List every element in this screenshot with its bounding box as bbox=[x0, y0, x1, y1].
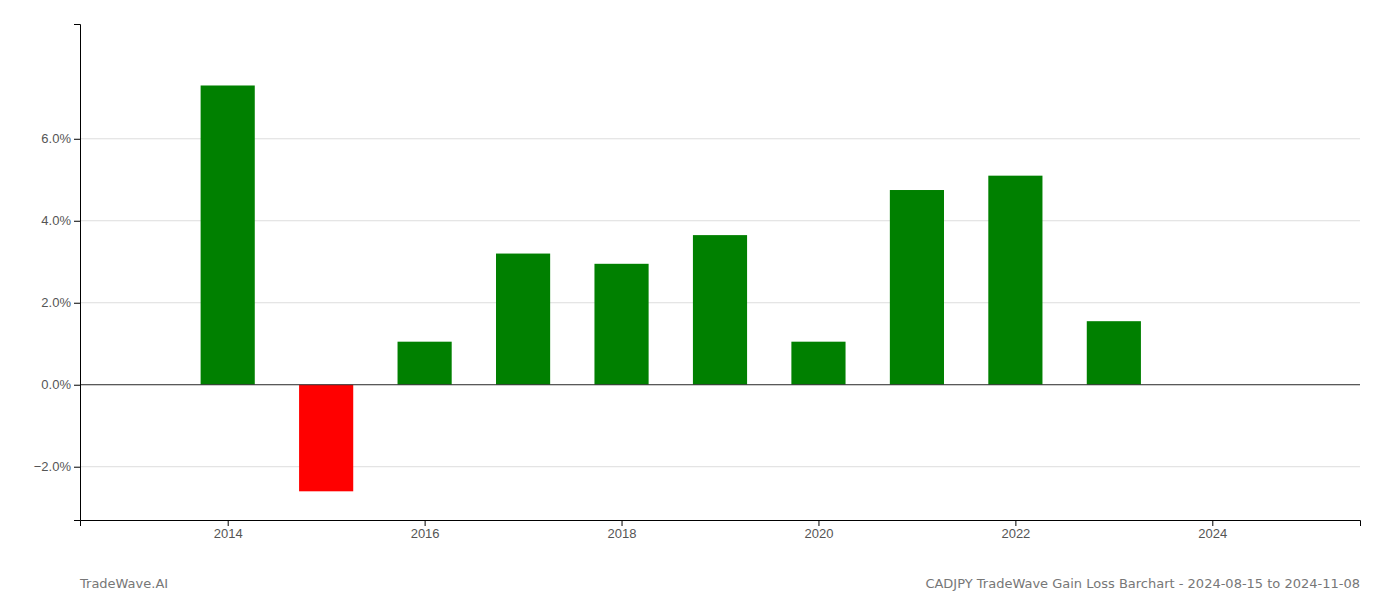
y-tick-label: −2.0% bbox=[34, 459, 72, 474]
x-tick-label: 2014 bbox=[214, 526, 243, 541]
chart: 2014 2016 2018 2020 2022 2024 −2.0% 0.0% 2.0% 4.0… bbox=[0, 0, 1400, 600]
bar bbox=[201, 85, 255, 384]
y-tick-label: 4.0% bbox=[41, 213, 71, 228]
x-tick-label: 2022 bbox=[1001, 526, 1030, 541]
y-tick-label: 6.0% bbox=[41, 131, 71, 146]
x-tick-mark bbox=[425, 520, 426, 526]
x-tick: 2024 bbox=[1198, 520, 1227, 541]
y-tick: 4.0% bbox=[41, 213, 80, 228]
y-tick-mark bbox=[74, 139, 80, 140]
y-tick-mark bbox=[74, 385, 80, 386]
x-tick-label: 2024 bbox=[1198, 526, 1227, 541]
y-tick-label: 2.0% bbox=[41, 295, 71, 310]
y-axis: −2.0% 0.0% 2.0% 4.0% 6.0% bbox=[34, 25, 81, 521]
y-axis-line bbox=[74, 25, 81, 521]
y-tick-mark bbox=[74, 221, 80, 222]
x-axis: 2014 2016 2018 2020 2022 2024 bbox=[81, 520, 1361, 541]
grid-line bbox=[80, 384, 1360, 385]
y-tick: 0.0% bbox=[41, 377, 80, 392]
bar bbox=[791, 342, 845, 385]
y-tick-mark bbox=[74, 303, 80, 304]
x-tick-mark bbox=[1212, 520, 1213, 526]
bar bbox=[594, 264, 648, 385]
bar bbox=[496, 254, 550, 385]
x-tick: 2022 bbox=[1001, 520, 1030, 541]
y-tick-mark bbox=[74, 467, 80, 468]
x-tick: 2016 bbox=[411, 520, 440, 541]
x-axis-line bbox=[81, 521, 1361, 527]
x-tick-label: 2020 bbox=[805, 526, 834, 541]
bar bbox=[299, 385, 353, 492]
y-tick: 2.0% bbox=[41, 295, 80, 310]
x-tick-mark bbox=[1015, 520, 1016, 526]
x-tick-mark bbox=[228, 520, 229, 526]
x-tick: 2014 bbox=[214, 520, 243, 541]
bar bbox=[693, 235, 747, 385]
grid-line bbox=[80, 466, 1360, 467]
x-tick-label: 2016 bbox=[411, 526, 440, 541]
grid bbox=[80, 139, 1360, 467]
x-tick-mark bbox=[622, 520, 623, 526]
grid-line bbox=[80, 138, 1360, 139]
footer-text: TradeWave.AI bbox=[79, 576, 168, 591]
bar bbox=[1087, 321, 1141, 385]
x-tick: 2020 bbox=[805, 520, 834, 541]
y-tick: −2.0% bbox=[34, 459, 80, 474]
x-tick-mark bbox=[818, 520, 819, 526]
zero-line bbox=[80, 384, 1360, 385]
bar bbox=[398, 342, 452, 385]
bar bbox=[988, 176, 1042, 385]
plot-area bbox=[201, 85, 1141, 491]
bar bbox=[890, 190, 944, 385]
y-tick-label: 0.0% bbox=[41, 377, 71, 392]
y-tick: 6.0% bbox=[41, 131, 80, 146]
footer-text: CADJPY TradeWave Gain Loss Barchart - 20… bbox=[925, 576, 1360, 591]
x-tick-label: 2018 bbox=[608, 526, 637, 541]
grid-line bbox=[80, 220, 1360, 221]
x-tick: 2018 bbox=[608, 520, 637, 541]
